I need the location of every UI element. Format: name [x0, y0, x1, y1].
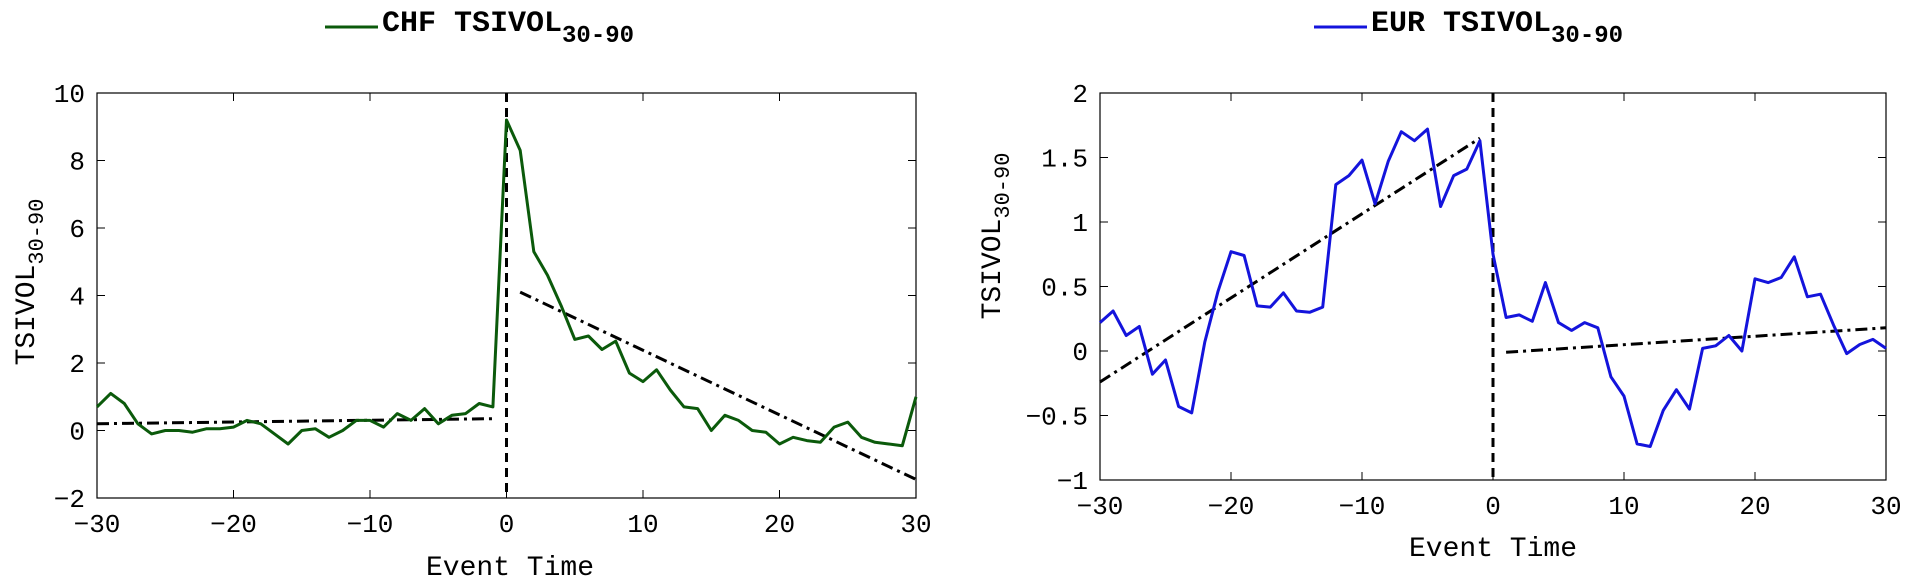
chf-x-tick-label: 30 [900, 510, 931, 540]
eur-trend-line-pre [1099, 136, 1481, 384]
eur-y-tick-label: 2 [1072, 80, 1088, 110]
eur-series-line [1099, 127, 1887, 448]
eur-plot-frame [1099, 92, 1887, 481]
chf-y-tick-label: 4 [69, 283, 85, 313]
eur-legend: EUR TSIVOL30-90 [1314, 7, 1623, 50]
eur-chart: EUR TSIVOL30-90 Event Time TSIVOL30-90 −… [978, 7, 1902, 565]
chf-x-tick-label: −10 [347, 510, 394, 540]
chf-x-tick-label: 20 [764, 510, 795, 540]
eur-y-tick-label: −1 [1057, 467, 1088, 497]
eur-y-axis-label: TSIVOL30-90 [978, 153, 1016, 320]
eur-ylabel-subscript: 30-90 [991, 153, 1016, 219]
chf-chart-title: CHF TSIVOL30-90 [382, 7, 634, 50]
eur-y-tick-label: 0 [1072, 338, 1088, 368]
chf-x-tick-label: −30 [74, 510, 121, 540]
eur-chart-title: EUR TSIVOL30-90 [1371, 7, 1623, 50]
chf-series-line [95, 118, 918, 448]
chf-trend-line-pre [96, 417, 493, 426]
eur-x-tick-label: −20 [1208, 492, 1255, 522]
chf-ylabel-subscript: 30-90 [25, 199, 50, 265]
eur-y-tick-label: 0.5 [1041, 274, 1088, 304]
eur-x-tick-label: 30 [1870, 492, 1901, 522]
chf-y-tick-label: 8 [69, 148, 85, 178]
chf-y-tick-label: 0 [69, 418, 85, 448]
eur-y-tick-label: 1.5 [1041, 145, 1088, 175]
chf-chart: CHF TSIVOL30-90 Event Time TSIVOL30-90 −… [12, 7, 932, 582]
eur-y-tick-label: 1 [1072, 209, 1088, 239]
eur-x-tick-label: −30 [1077, 492, 1124, 522]
eur-y-tick-label: −0.5 [1026, 403, 1088, 433]
chf-x-tick-label: 10 [627, 510, 658, 540]
chf-legend: CHF TSIVOL30-90 [325, 7, 634, 50]
eur-x-tick-label: −10 [1339, 492, 1386, 522]
chf-title-subscript: 30-90 [562, 23, 634, 50]
chf-y-tick-label: 10 [54, 80, 85, 110]
chf-y-tick-label: 6 [69, 215, 85, 245]
eur-trend-line-post [1506, 326, 1887, 354]
chf-y-axis-label: TSIVOL30-90 [12, 199, 50, 366]
chf-x-tick-label: 0 [499, 510, 515, 540]
eur-x-axis-label: Event Time [1409, 534, 1577, 565]
chf-x-tick-label: −20 [210, 510, 257, 540]
eur-x-tick-label: 10 [1608, 492, 1639, 522]
eur-title-subscript: 30-90 [1551, 23, 1623, 50]
chf-trend-line-post [519, 290, 917, 481]
chf-y-tick-label: 2 [69, 350, 85, 380]
chf-x-axis-label: Event Time [426, 553, 594, 582]
eur-x-tick-label: 0 [1485, 492, 1501, 522]
chf-y-tick-label: −2 [54, 485, 85, 515]
eur-x-tick-label: 20 [1739, 492, 1770, 522]
